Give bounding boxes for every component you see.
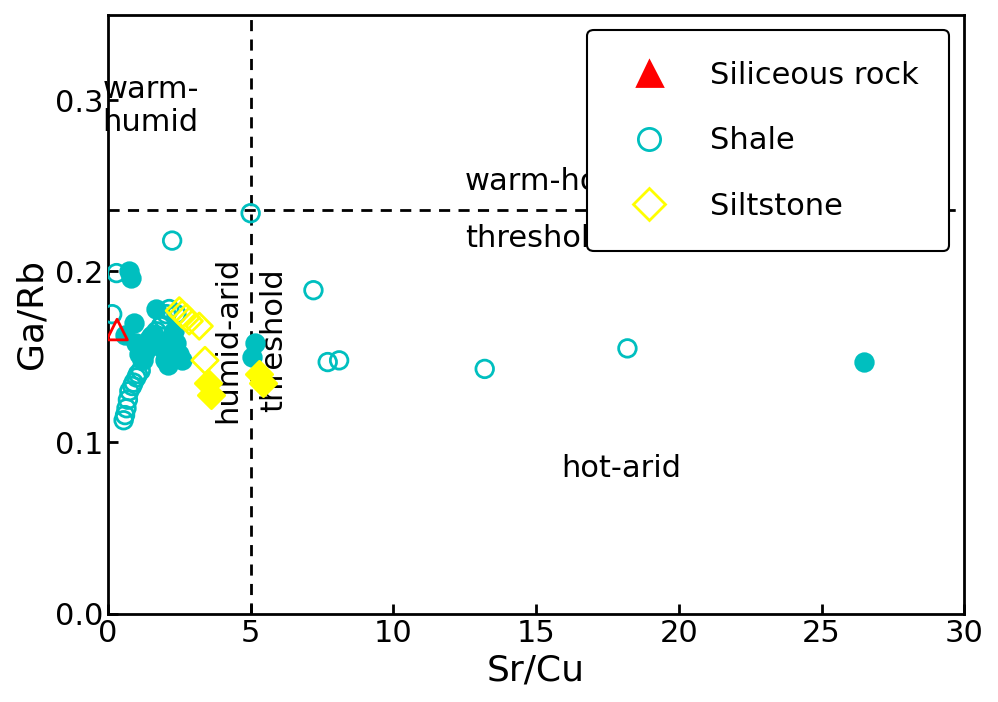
Point xyxy=(124,380,140,392)
X-axis label: Sr/Cu: Sr/Cu xyxy=(487,653,585,687)
Point xyxy=(200,377,216,388)
Text: warm-
humid: warm- humid xyxy=(103,75,199,138)
Point xyxy=(163,334,179,345)
Point xyxy=(126,377,142,388)
Point xyxy=(116,415,132,426)
Point xyxy=(146,329,162,340)
Point xyxy=(117,409,133,420)
Point xyxy=(129,372,145,383)
Point xyxy=(109,267,125,279)
Point xyxy=(156,314,172,325)
Text: humid-arid: humid-arid xyxy=(214,257,243,423)
Point xyxy=(117,329,133,340)
Point xyxy=(121,385,137,397)
Point xyxy=(130,369,146,380)
Point xyxy=(123,273,139,284)
Point xyxy=(160,360,176,371)
Text: hot-arid: hot-arid xyxy=(561,453,682,483)
Y-axis label: Ga/Rb: Ga/Rb xyxy=(15,259,49,369)
Point xyxy=(162,303,178,314)
Point xyxy=(143,331,159,342)
Point xyxy=(164,235,180,246)
Point xyxy=(137,346,153,357)
Point xyxy=(192,321,208,332)
Point xyxy=(243,208,258,219)
Point xyxy=(619,343,635,354)
Point xyxy=(172,348,188,359)
Point xyxy=(154,343,170,354)
Point xyxy=(149,326,165,337)
Point xyxy=(476,364,492,375)
Point xyxy=(104,309,120,320)
Point xyxy=(172,305,188,317)
Point xyxy=(169,309,185,320)
Point xyxy=(149,303,165,314)
Point xyxy=(126,317,142,329)
Point xyxy=(120,395,136,406)
Point xyxy=(251,369,267,380)
Point xyxy=(305,285,321,296)
Point xyxy=(203,389,219,400)
Point xyxy=(255,377,271,388)
Point xyxy=(121,266,137,277)
Point xyxy=(157,355,173,366)
Point xyxy=(179,312,195,324)
Point xyxy=(134,355,150,366)
Point xyxy=(174,309,190,320)
Legend: Siliceous rock, Shale, Siltstone: Siliceous rock, Shale, Siltstone xyxy=(587,30,948,251)
Point xyxy=(129,338,145,349)
Point xyxy=(182,315,198,326)
Point xyxy=(197,355,213,366)
Text: threshold: threshold xyxy=(464,224,608,253)
Point xyxy=(136,355,152,366)
Text: threshold: threshold xyxy=(258,268,287,412)
Point xyxy=(109,324,125,336)
Point xyxy=(146,329,162,340)
Point xyxy=(166,326,182,337)
Point xyxy=(244,352,259,363)
Point xyxy=(855,357,871,368)
Point xyxy=(139,343,155,354)
Point xyxy=(131,348,147,359)
Point xyxy=(159,309,175,320)
Point xyxy=(174,355,190,366)
Text: warm-hot: warm-hot xyxy=(464,167,611,197)
Point xyxy=(169,338,185,349)
Point xyxy=(331,355,347,366)
Point xyxy=(319,357,335,368)
Point xyxy=(133,365,149,376)
Point xyxy=(153,321,169,332)
Point xyxy=(140,338,156,349)
Point xyxy=(247,338,262,349)
Point xyxy=(142,334,158,345)
Point xyxy=(119,403,135,414)
